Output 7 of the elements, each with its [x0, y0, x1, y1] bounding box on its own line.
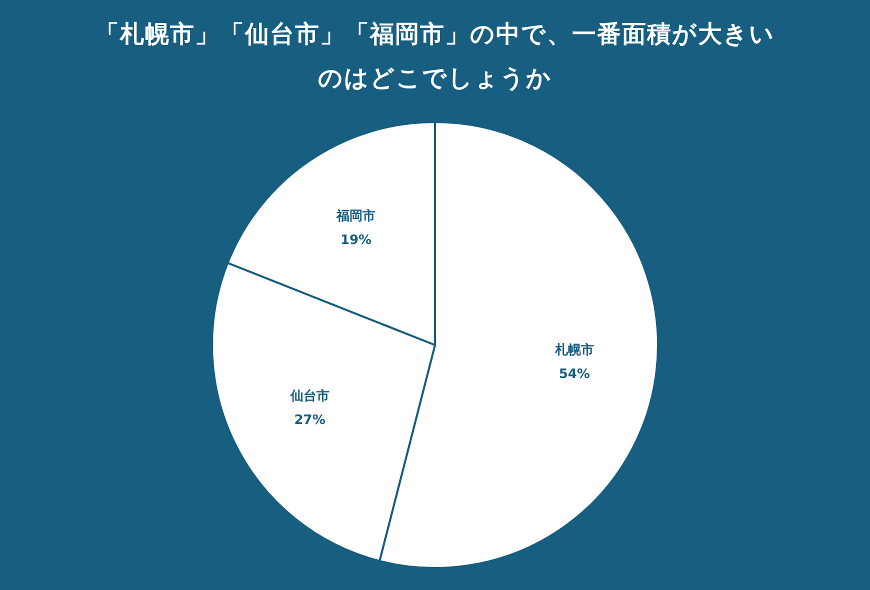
slice-label: 福岡市	[336, 208, 376, 224]
data-label: 27%	[294, 413, 326, 428]
data-label: 54%	[558, 366, 590, 382]
slice-label: 仙台市	[289, 388, 330, 404]
data-label: 19%	[340, 233, 372, 248]
slice-label: 札幌市	[554, 342, 594, 358]
chart-title: 「札幌市」「仙台市」「福岡市」の中で、一番面積が大きいのはどこでしょうか	[94, 19, 776, 94]
